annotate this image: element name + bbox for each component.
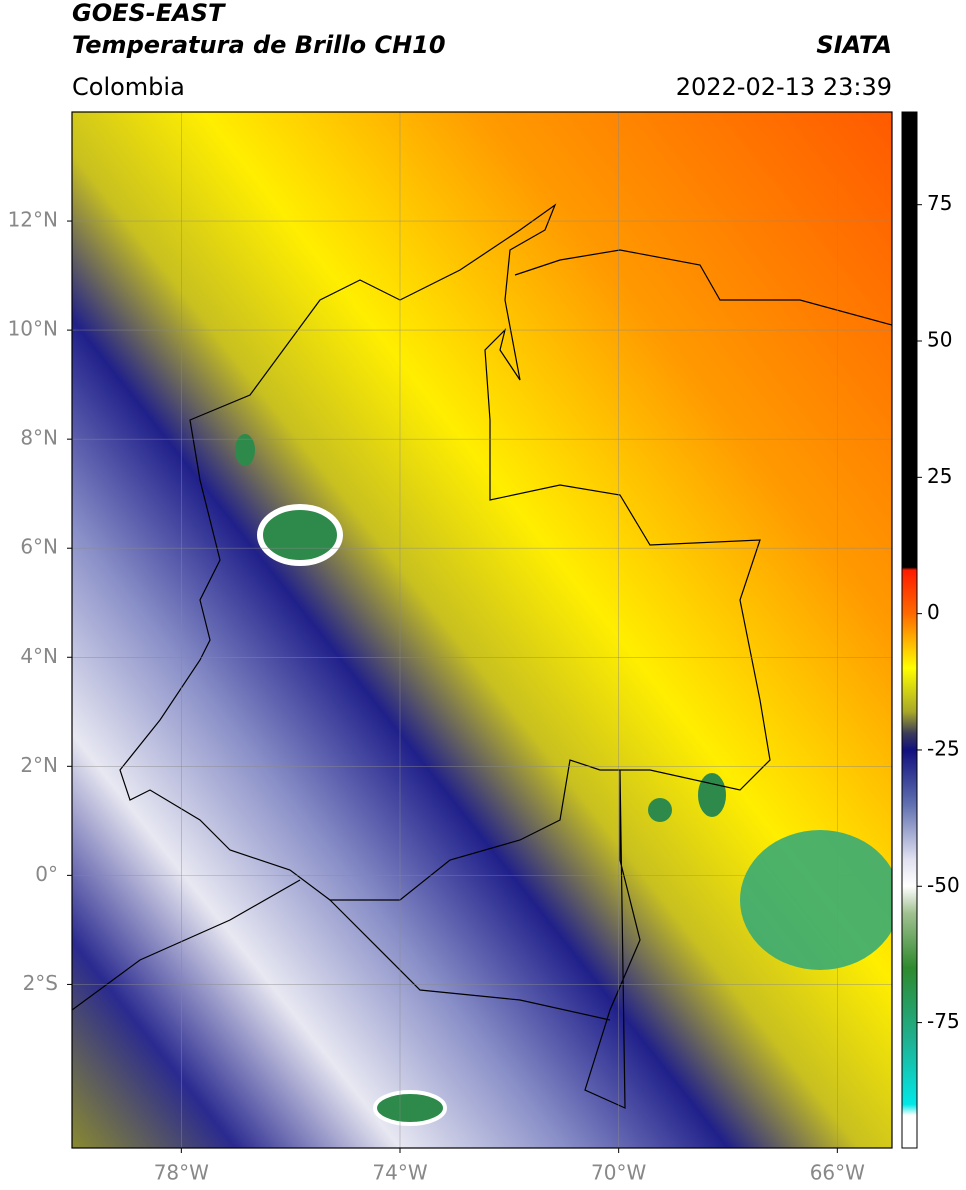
- y-tick-label: 2°S: [23, 971, 58, 995]
- temperature-field: [72, 112, 892, 1148]
- colorbar-tick-label: 50: [927, 328, 952, 352]
- timestamp: 2022-02-13 23:39: [676, 73, 892, 101]
- y-tick-label: 10°N: [8, 317, 58, 341]
- y-tick-label: 0°: [35, 862, 58, 886]
- map-frame: [71, 111, 893, 1149]
- cloud-top: [698, 773, 726, 817]
- satellite-image: [72, 112, 892, 1148]
- x-tick-label: 66°W: [810, 1161, 865, 1185]
- country-border: [119, 203, 771, 901]
- colorbar-tick-label: -50: [927, 873, 960, 897]
- colorbar: [901, 111, 918, 1149]
- source: SIATA: [816, 31, 892, 59]
- y-tick-label: 6°N: [20, 535, 58, 559]
- y-tick-label: 12°N: [8, 208, 58, 232]
- country-border: [72, 879, 611, 1021]
- colorbar-tick-label: 75: [927, 191, 952, 215]
- region: Colombia: [72, 73, 185, 101]
- title: GOES-EAST: [72, 0, 226, 27]
- colorbar-tick-label: 25: [927, 464, 952, 488]
- cloud-top: [373, 1090, 447, 1126]
- x-tick-label: 70°W: [591, 1161, 646, 1185]
- subtitle: Temperatura de Brillo CH10: [72, 31, 446, 59]
- y-tick-label: 8°N: [20, 426, 58, 450]
- coastline: [514, 249, 892, 326]
- x-tick-label: 74°W: [372, 1161, 427, 1185]
- colorbar-tick-label: -75: [927, 1009, 960, 1033]
- colorbar-tick-label: -25: [927, 736, 960, 760]
- y-tick-label: 4°N: [20, 644, 58, 668]
- cloud-top: [257, 504, 343, 566]
- y-tick-label: 2°N: [20, 753, 58, 777]
- country-border: [584, 769, 641, 1109]
- cloud-top: [648, 798, 672, 822]
- cloud-top: [740, 830, 892, 970]
- graticule: [72, 112, 892, 1148]
- x-tick-label: 78°W: [154, 1161, 209, 1185]
- cloud-top: [235, 434, 255, 466]
- colorbar-tick-label: 0: [927, 600, 940, 624]
